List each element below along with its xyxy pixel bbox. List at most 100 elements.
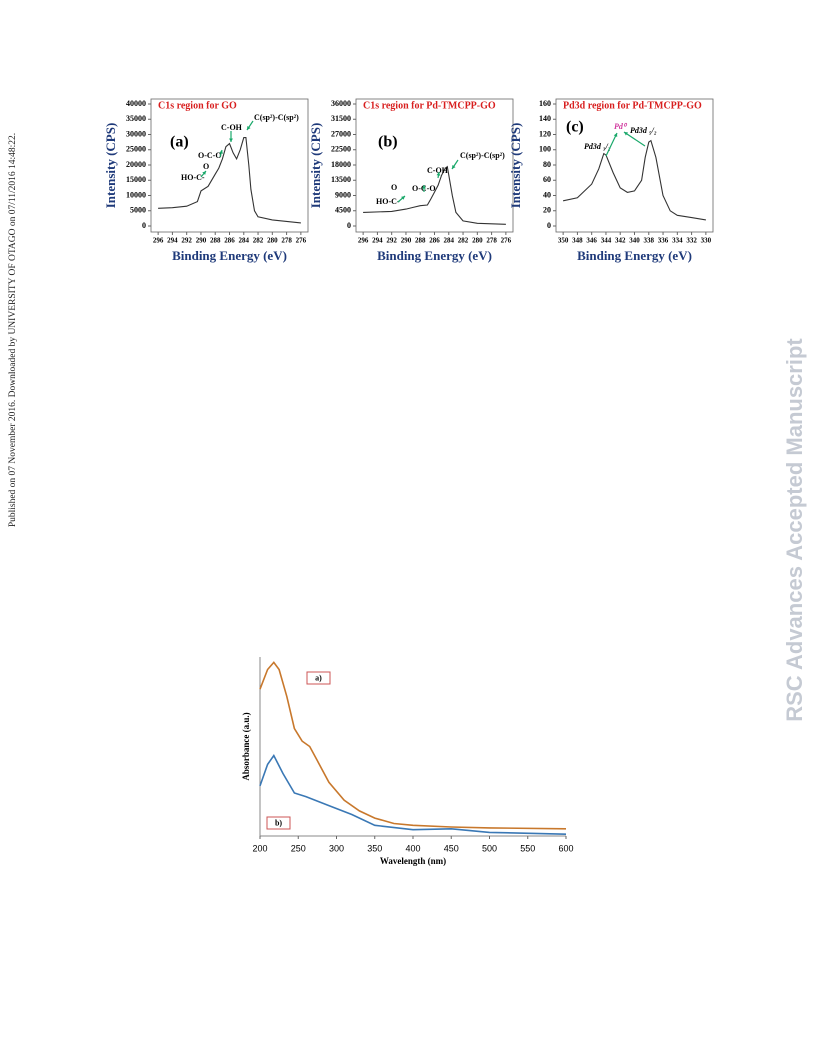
y-axis-label: Absorbance (a.u.) bbox=[241, 712, 251, 780]
annotation: (b) bbox=[378, 134, 398, 151]
x-tick-label: 286 bbox=[429, 237, 440, 245]
x-tick-label: 346 bbox=[586, 237, 597, 245]
y-axis-label: Intensity (CPS) bbox=[308, 123, 323, 209]
arrow-head bbox=[401, 196, 405, 200]
annotation: (a) bbox=[170, 134, 189, 151]
x-tick-label: 290 bbox=[401, 237, 412, 245]
y-tick-label: 36000 bbox=[331, 99, 351, 108]
arrow bbox=[623, 131, 646, 147]
y-axis-label: Intensity (CPS) bbox=[103, 123, 118, 209]
x-tick-label: 292 bbox=[181, 237, 192, 245]
annotation: Pd⁰ bbox=[614, 122, 628, 131]
legend-box bbox=[266, 816, 291, 830]
y-tick-label: 30000 bbox=[126, 129, 146, 138]
x-tick-label: 340 bbox=[629, 237, 640, 245]
data-line bbox=[363, 165, 506, 225]
x-axis-label: Binding Energy (eV) bbox=[577, 248, 692, 263]
x-tick-label: 280 bbox=[267, 237, 278, 245]
y-tick-label: 60 bbox=[543, 175, 551, 184]
annotation: HO-C- bbox=[376, 197, 400, 206]
annotation: (c) bbox=[566, 119, 584, 136]
x-tick-label: 294 bbox=[167, 237, 178, 245]
y-tick-label: 5000 bbox=[130, 206, 146, 215]
annotation: HO-C- bbox=[181, 173, 205, 182]
x-axis-label: Binding Energy (eV) bbox=[377, 248, 492, 263]
x-tick-label: 500 bbox=[482, 843, 497, 853]
x-tick-label: 284 bbox=[444, 237, 455, 245]
x-tick-label: 276 bbox=[501, 237, 512, 245]
y-tick-label: 0 bbox=[547, 221, 551, 230]
y-axis-label: Intensity (CPS) bbox=[508, 123, 523, 209]
y-tick-label: 13500 bbox=[331, 175, 351, 184]
annotation: Pd3d ₃/₂ bbox=[584, 142, 611, 151]
arrow-head bbox=[202, 171, 206, 175]
y-tick-label: 0 bbox=[347, 221, 351, 230]
x-tick-label: 296 bbox=[358, 237, 369, 245]
x-tick-label: 278 bbox=[486, 237, 497, 245]
x-tick-label: 276 bbox=[296, 237, 307, 245]
annotation: O-C-O bbox=[198, 151, 222, 160]
y-tick-label: 31500 bbox=[331, 114, 351, 123]
x-tick-label: 350 bbox=[367, 843, 382, 853]
annotation: C-OH bbox=[427, 166, 449, 175]
x-tick-label: 450 bbox=[444, 843, 459, 853]
y-tick-label: 80 bbox=[543, 160, 551, 169]
y-tick-label: 25000 bbox=[126, 145, 146, 154]
x-tick-label: 288 bbox=[415, 237, 426, 245]
x-axis-label: Binding Energy (eV) bbox=[172, 248, 287, 263]
y-tick-label: 20 bbox=[543, 206, 551, 215]
chart-title: C1s region for Pd-TMCPP-GO bbox=[363, 100, 496, 111]
x-tick-label: 342 bbox=[615, 237, 626, 245]
x-tick-label: 292 bbox=[386, 237, 397, 245]
side-text: Published on 07 November 2016. Downloade… bbox=[8, 133, 18, 527]
y-tick-label: 4500 bbox=[335, 206, 351, 215]
x-tick-label: 284 bbox=[239, 237, 250, 245]
legend-label: b) bbox=[275, 818, 282, 827]
annotation: C-OH bbox=[221, 123, 243, 132]
x-tick-label: 332 bbox=[686, 237, 697, 245]
x-tick-label: 550 bbox=[520, 843, 535, 853]
data-line bbox=[259, 753, 567, 835]
x-tick-label: 296 bbox=[153, 237, 164, 245]
arrow-head bbox=[422, 185, 426, 189]
x-tick-label: 334 bbox=[672, 237, 683, 245]
annotation: O bbox=[203, 162, 209, 171]
y-tick-label: 140 bbox=[539, 114, 551, 123]
y-tick-label: 20000 bbox=[126, 160, 146, 169]
x-tick-label: 600 bbox=[558, 843, 573, 853]
x-tick-label: 288 bbox=[210, 237, 221, 245]
arrow-head bbox=[247, 126, 251, 130]
y-tick-label: 160 bbox=[539, 99, 551, 108]
data-line bbox=[158, 137, 301, 224]
chart-title: Pd3d region for Pd-TMCPP-GO bbox=[563, 100, 702, 111]
arrow bbox=[605, 132, 618, 157]
data-line bbox=[259, 661, 567, 830]
y-tick-label: 27000 bbox=[331, 129, 351, 138]
x-tick-label: 338 bbox=[644, 237, 655, 245]
arrow-head bbox=[219, 150, 223, 154]
x-tick-label: 300 bbox=[329, 843, 344, 853]
y-tick-label: 100 bbox=[539, 145, 551, 154]
y-tick-label: 120 bbox=[539, 129, 551, 138]
y-tick-label: 40 bbox=[543, 190, 551, 199]
annotation: C(sp²)-C(sp²) bbox=[254, 113, 299, 122]
x-tick-label: 344 bbox=[601, 237, 612, 245]
chart-title: C1s region for GO bbox=[158, 100, 237, 111]
x-tick-label: 350 bbox=[558, 237, 569, 245]
arrow-head bbox=[436, 172, 441, 176]
x-tick-label: 286 bbox=[224, 237, 235, 245]
annotation: O bbox=[391, 183, 397, 192]
x-tick-label: 250 bbox=[291, 843, 306, 853]
x-tick-label: 294 bbox=[372, 237, 383, 245]
legend-label: a) bbox=[315, 673, 322, 682]
legend-box bbox=[306, 671, 331, 685]
x-tick-label: 400 bbox=[405, 843, 420, 853]
arrow-head bbox=[624, 132, 628, 136]
x-axis-label: Wavelength (nm) bbox=[380, 856, 446, 866]
x-tick-label: 282 bbox=[253, 237, 264, 245]
x-tick-label: 278 bbox=[281, 237, 292, 245]
arrow-head bbox=[229, 138, 233, 142]
y-tick-label: 10000 bbox=[126, 190, 146, 199]
y-tick-label: 40000 bbox=[126, 99, 146, 108]
